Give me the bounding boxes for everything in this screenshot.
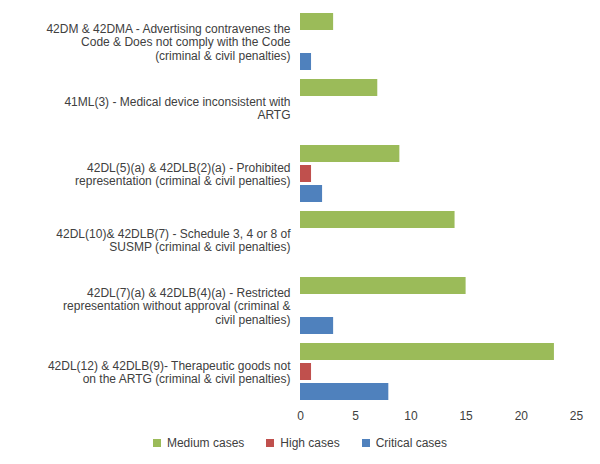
svg-text:0: 0 [297, 409, 304, 423]
svg-text:42DL(5)(a) & 42DLB(2)(a) - Pro: 42DL(5)(a) & 42DLB(2)(a) - Prohibitedrep… [75, 161, 290, 189]
svg-text:10: 10 [404, 409, 418, 423]
svg-text:42DL(7)(a) & 42DLB(4)(a) - Res: 42DL(7)(a) & 42DLB(4)(a) - Restrictedrep… [63, 286, 290, 328]
html-text:Critical cases: Critical cases [375, 436, 447, 450]
svg-text:15: 15 [459, 409, 473, 423]
html-text:Medium cases: Medium cases [166, 436, 245, 450]
svg-text:25: 25 [570, 409, 584, 423]
svg-text:20: 20 [515, 409, 529, 423]
svg-text:42DL(12) & 42DLB(9)- Therapeut: 42DL(12) & 42DLB(9)- Therapeutic goods n… [48, 359, 291, 387]
svg-text:42DM & 42DMA - Advertising con: 42DM & 42DMA - Advertising contravenes t… [46, 22, 290, 64]
svg-text:5: 5 [352, 409, 359, 423]
svg-text:41ML(3) - Medical device incon: 41ML(3) - Medical device inconsistent wi… [64, 95, 290, 123]
html-text:High cases: High cases [280, 436, 340, 450]
svg-text:42DL(10)& 42DLB(7) - Schedule: 42DL(10)& 42DLB(7) - Schedule 3, 4 or 8 … [56, 227, 291, 255]
